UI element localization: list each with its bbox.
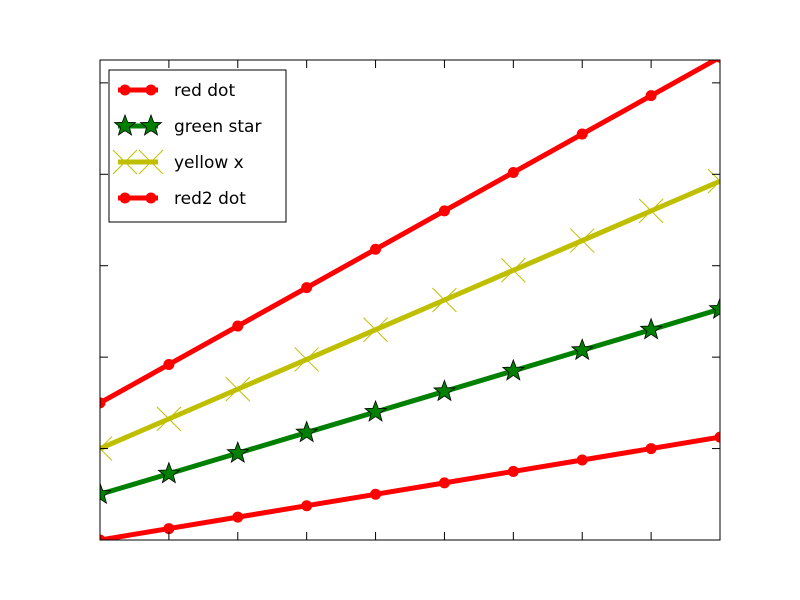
legend-item-red-dot: red dot — [118, 81, 235, 101]
point-red2-dot-9 — [714, 431, 720, 443]
point-green-star-9 — [708, 296, 720, 319]
legend-marker-b-yellow-x — [138, 149, 164, 175]
plot-frame — [99, 59, 721, 541]
point-yellow-x-2 — [225, 376, 251, 402]
point-red2-dot-0 — [100, 534, 106, 540]
series-yellow-x — [100, 168, 720, 461]
point-red-dot-0 — [100, 397, 106, 409]
point-red-dot-2 — [232, 320, 244, 332]
point-red-dot-8 — [645, 90, 657, 102]
point-red2-dot-5 — [438, 477, 450, 489]
legend-marker-a-red-dot — [119, 84, 131, 96]
legend-label-yellow-x: yellow x — [174, 153, 244, 173]
point-yellow-x-3 — [294, 347, 320, 372]
point-green-star-8 — [639, 317, 663, 340]
point-red2-dot-7 — [576, 454, 588, 466]
legend-marker-b-red-dot — [145, 84, 157, 96]
point-green-star-2 — [226, 440, 250, 463]
point-yellow-x-7 — [569, 228, 595, 253]
legend-item-yellow-x: yellow x — [112, 149, 244, 175]
legend-marker-b-green-star — [139, 113, 163, 136]
point-red2-dot-4 — [370, 488, 382, 500]
point-yellow-x-6 — [500, 257, 526, 283]
point-yellow-x-0 — [100, 436, 113, 461]
point-green-star-7 — [570, 338, 594, 361]
point-green-star-6 — [501, 358, 525, 381]
series-line-yellow-x — [100, 178, 720, 451]
point-green-star-3 — [295, 420, 319, 443]
series-line-red-dot — [100, 60, 720, 406]
point-red-dot-7 — [576, 128, 588, 140]
point-green-star-1 — [157, 461, 181, 484]
point-red2-dot-3 — [301, 500, 313, 512]
point-red-dot-1 — [163, 358, 175, 370]
series-layer — [100, 60, 720, 540]
legend-marker-a-green-star — [113, 113, 137, 136]
point-red-dot-6 — [507, 166, 519, 178]
legend-label-red2-dot: red2 dot — [174, 189, 246, 209]
legend-label-green-star: green star — [174, 117, 261, 137]
legend-marker-a-yellow-x — [112, 149, 138, 175]
point-red2-dot-8 — [645, 443, 657, 455]
point-green-star-0 — [100, 482, 112, 505]
point-red-dot-9 — [715, 60, 720, 63]
series-line-red2-dot — [100, 434, 720, 540]
point-red-dot-4 — [370, 243, 382, 255]
point-yellow-x-5 — [432, 287, 457, 313]
point-green-star-5 — [432, 379, 457, 402]
legend-item-red2-dot: red2 dot — [118, 189, 246, 209]
legend-item-green-star: green star — [113, 113, 261, 137]
point-red2-dot-2 — [232, 511, 244, 523]
point-red-dot-3 — [301, 282, 313, 294]
point-red-dot-5 — [438, 205, 450, 217]
series-green-star — [100, 296, 720, 505]
point-green-star-4 — [363, 399, 388, 422]
point-yellow-x-8 — [638, 198, 664, 224]
series-red2-dot — [100, 431, 720, 540]
axes-layer — [99, 59, 721, 541]
point-yellow-x-9 — [707, 168, 720, 194]
series-line-green-star — [100, 306, 720, 497]
point-red2-dot-6 — [507, 465, 519, 477]
point-yellow-x-1 — [156, 406, 182, 432]
legend-marker-a-red2-dot — [119, 192, 131, 204]
legend-label-red-dot: red dot — [174, 81, 235, 101]
legend: red dot green star yellow x red2 dot — [108, 69, 287, 223]
point-yellow-x-4 — [363, 317, 388, 343]
legend-marker-b-red2-dot — [145, 192, 157, 204]
series-red-dot — [100, 60, 720, 409]
